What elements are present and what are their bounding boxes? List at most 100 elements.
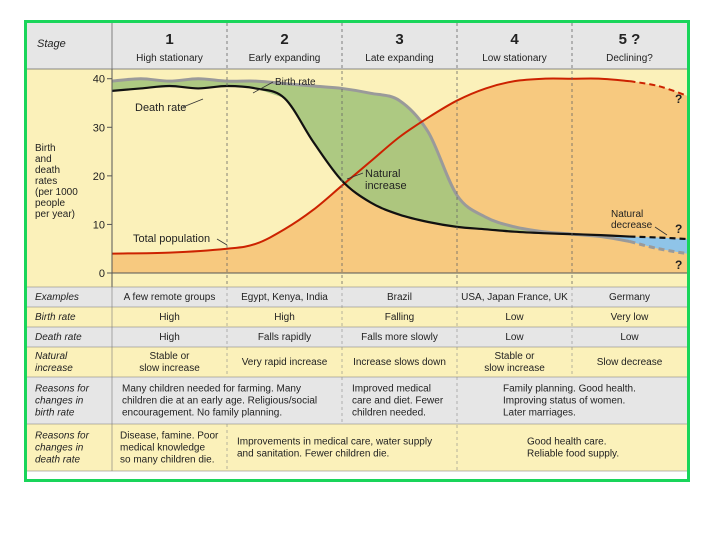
svg-text:Stable or: Stable or <box>149 351 190 362</box>
svg-text:Reliable food supply.: Reliable food supply. <box>527 449 619 460</box>
table-row <box>27 287 687 307</box>
natural-decrease-area <box>572 234 687 254</box>
total-population-line <box>111 77 630 255</box>
table-cell: Egypt, Kenya, India <box>241 292 328 303</box>
table-row <box>27 347 687 377</box>
svg-text:A few remote groups: A few remote groups <box>124 292 216 303</box>
svg-text:USA, Japan France, UK: USA, Japan France, UK <box>461 292 568 303</box>
svg-text:slow increase: slow increase <box>484 363 545 374</box>
y-tick-label: 40 <box>93 74 105 86</box>
table-cell: USA, Japan France, UK <box>461 292 568 303</box>
svg-text:changes in: changes in <box>35 443 84 454</box>
table-cell: Increase slows down <box>353 357 446 368</box>
svg-text:medical knowledge: medical knowledge <box>120 443 205 454</box>
stage-header-row <box>27 23 687 69</box>
svg-text:Low: Low <box>505 332 524 343</box>
svg-text:care and diet. Fewer: care and diet. Fewer <box>352 396 444 407</box>
y-label-line: (per 1000 <box>35 187 78 198</box>
svg-text:High: High <box>159 332 180 343</box>
svg-text:Disease, famine. Poor: Disease, famine. Poor <box>120 431 219 442</box>
natural-increase-annotation: Natural <box>365 168 400 180</box>
total-population-line-projected <box>629 80 687 97</box>
y-label-line: per year) <box>35 209 75 220</box>
svg-text:birth rate: birth rate <box>35 408 75 419</box>
table-row-label: Death rate <box>35 332 82 343</box>
svg-text:changes in: changes in <box>35 396 84 407</box>
svg-text:Falling: Falling <box>385 312 414 323</box>
reasons-birth-stage45: Family planning. Good health.Improving s… <box>503 384 636 419</box>
table-row <box>27 327 687 347</box>
svg-text:Low: Low <box>620 332 639 343</box>
svg-text:Low: Low <box>505 312 524 323</box>
total-population-annotation: Total population <box>133 233 210 245</box>
y-tick-label: 0 <box>99 268 105 280</box>
stage-number: 4 <box>510 31 519 48</box>
svg-text:Reasons for: Reasons for <box>35 431 90 442</box>
svg-text:High: High <box>159 312 180 323</box>
table-cell: A few remote groups <box>124 292 216 303</box>
stage-name: Declining? <box>606 53 653 64</box>
birth-rate-line <box>111 77 630 243</box>
svg-text:Increase slows down: Increase slows down <box>353 357 446 368</box>
stage-name: Late expanding <box>365 53 433 64</box>
stage-name: High stationary <box>136 53 203 64</box>
svg-text:Brazil: Brazil <box>387 292 412 303</box>
svg-text:Very rapid increase: Very rapid increase <box>242 357 328 368</box>
svg-text:Germany: Germany <box>609 292 650 303</box>
svg-text:increase: increase <box>35 363 73 374</box>
svg-text:Falls more slowly: Falls more slowly <box>361 332 438 343</box>
table-cell: Very low <box>611 312 650 323</box>
question-mark: ? <box>675 92 682 106</box>
svg-text:Natural: Natural <box>35 351 68 362</box>
reasons-death-stage23: Improvements in medical care, water supp… <box>237 437 432 460</box>
svg-text:death rate: death rate <box>35 455 80 466</box>
svg-text:Death rate: Death rate <box>35 332 82 343</box>
svg-text:Many children needed for farmi: Many children needed for farming. Many <box>122 384 301 395</box>
stage-name: Early expanding <box>249 53 321 64</box>
diagram-frame: Stage 1 High stationary 2 Early expanding 3 L… <box>24 20 690 482</box>
svg-text:encouragement. No family plann: encouragement. No family planning. <box>122 408 282 419</box>
table-row-label: Examples <box>35 292 79 303</box>
svg-text:Reasons for: Reasons for <box>35 384 90 395</box>
svg-text:Improving status of women.: Improving status of women. <box>503 396 625 407</box>
birth-rate-annotation: Birth rate <box>275 77 316 88</box>
y-label-line: people <box>35 198 65 209</box>
svg-text:so many children die.: so many children die. <box>120 455 215 466</box>
table-cell: Falls more slowly <box>361 332 438 343</box>
table-cell: Falls rapidly <box>258 332 311 343</box>
svg-text:children die at an early age.: children die at an early age. Religious/… <box>122 396 317 407</box>
y-axis: 0 10 20 30 40 <box>93 69 687 287</box>
table-cell: Germany <box>609 292 650 303</box>
demographic-transition-diagram: Stage 1 High stationary 2 Early expanding 3 L… <box>27 23 687 479</box>
death-rate-line-projected <box>629 235 687 241</box>
table-row-label: Birth rate <box>35 312 76 323</box>
question-mark: ? <box>675 258 682 272</box>
death-rate-annotation: Death rate <box>135 102 186 114</box>
stage-number: 3 <box>395 31 403 48</box>
svg-text:Falls rapidly: Falls rapidly <box>258 332 311 343</box>
birth-rate-line-projected <box>629 239 687 256</box>
y-tick-label: 20 <box>93 171 105 183</box>
table-cell: High <box>159 332 180 343</box>
svg-text:and sanitation. Fewer children: and sanitation. Fewer children die. <box>237 449 389 460</box>
table-row <box>27 424 687 471</box>
table-row <box>27 307 687 327</box>
stage-number: 1 <box>165 31 173 48</box>
svg-text:Stable or: Stable or <box>494 351 535 362</box>
y-tick-label: 30 <box>93 122 105 134</box>
svg-text:Examples: Examples <box>35 292 79 303</box>
y-label-line: Birth <box>35 143 56 154</box>
svg-text:Family planning. Good health.: Family planning. Good health. <box>503 384 636 395</box>
svg-text:Improvements in medical care,: Improvements in medical care, water supp… <box>237 437 432 448</box>
svg-text:High: High <box>274 312 295 323</box>
stage-name: Low stationary <box>482 53 546 64</box>
svg-text:Very low: Very low <box>611 312 650 323</box>
svg-text:children needed.: children needed. <box>352 408 426 419</box>
